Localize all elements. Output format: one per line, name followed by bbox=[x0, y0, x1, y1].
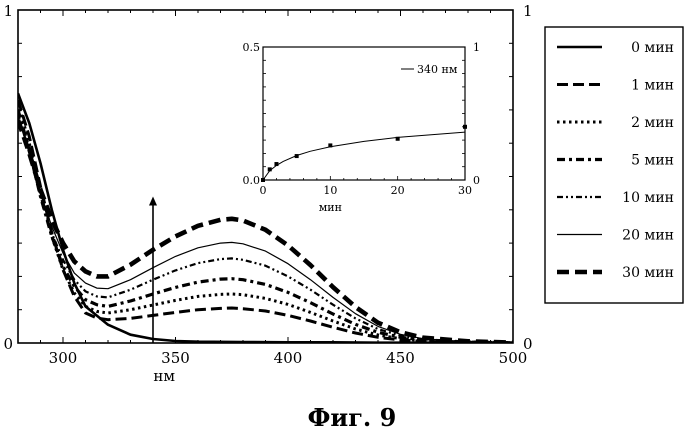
legend-label-2-мин: 2 мин bbox=[631, 115, 674, 131]
y-tick-label-right: 0 bbox=[523, 335, 533, 353]
y-tick-label-right: 1 bbox=[523, 2, 533, 20]
legend-label-20-мин: 20 мин bbox=[622, 228, 674, 244]
series-line-1-мин bbox=[18, 99, 513, 343]
inset-y-tick-label-right: 0 bbox=[473, 174, 480, 187]
series-line-2-мин bbox=[18, 102, 513, 343]
legend-label-1-мин: 1 мин bbox=[631, 78, 674, 94]
inset-legend-label: 340 нм bbox=[417, 63, 458, 76]
inset-data-point bbox=[395, 136, 400, 141]
inset-y-tick-label-left: 0.5 bbox=[243, 41, 261, 54]
x-tick-label: 500 bbox=[499, 349, 528, 367]
x-axis-label: нм bbox=[153, 367, 175, 385]
inset-data-point bbox=[294, 154, 299, 159]
inset-x-tick-label: 20 bbox=[391, 184, 405, 197]
inset-x-tick-label: 0 bbox=[260, 184, 267, 197]
inset-x-tick-label: 10 bbox=[323, 184, 337, 197]
series-line-30-мин bbox=[18, 119, 513, 343]
inset-x-axis-label: мин bbox=[319, 201, 342, 214]
series-line-5-мин bbox=[18, 109, 513, 343]
y-tick-label-left: 1 bbox=[3, 2, 13, 20]
inset-plot: 0 10 20 30 0.0 0.5 0 1 мин 340 нм bbox=[243, 41, 481, 214]
inset-data-point bbox=[463, 124, 467, 129]
inset-y-tick-label-left: 0.0 bbox=[243, 174, 261, 187]
inset-data-point bbox=[267, 167, 272, 172]
inset-y-tick-label-right: 1 bbox=[473, 41, 480, 54]
inset-data-point bbox=[261, 178, 265, 182]
legend: 0 мин 1 мин 2 мин 5 мин 10 мин 20 мин 30 мин bbox=[544, 26, 684, 304]
series-line-10-мин bbox=[18, 112, 513, 343]
legend-label-10-мин: 10 мин bbox=[622, 190, 674, 206]
inset-fit-line bbox=[262, 131, 466, 181]
legend-label-30-мин: 30 мин bbox=[622, 265, 674, 281]
x-tick-label: 300 bbox=[49, 349, 78, 367]
arrow-head bbox=[149, 196, 157, 206]
inset-data-point bbox=[274, 162, 279, 167]
inset-x-tick-label: 30 bbox=[458, 184, 472, 197]
x-tick-label: 400 bbox=[274, 349, 303, 367]
legend-label-0-мин: 0 мин bbox=[631, 40, 674, 56]
legend-label-5-мин: 5 мин bbox=[631, 153, 674, 169]
legend-box bbox=[544, 26, 684, 304]
x-tick-label: 450 bbox=[386, 349, 415, 367]
y-tick-label-left: 0 bbox=[3, 335, 13, 353]
x-tick-label: 350 bbox=[161, 349, 190, 367]
series-line-20-мин bbox=[18, 116, 513, 343]
figure-caption: Фиг. 9 bbox=[308, 403, 397, 432]
inset-data-point bbox=[328, 143, 333, 148]
